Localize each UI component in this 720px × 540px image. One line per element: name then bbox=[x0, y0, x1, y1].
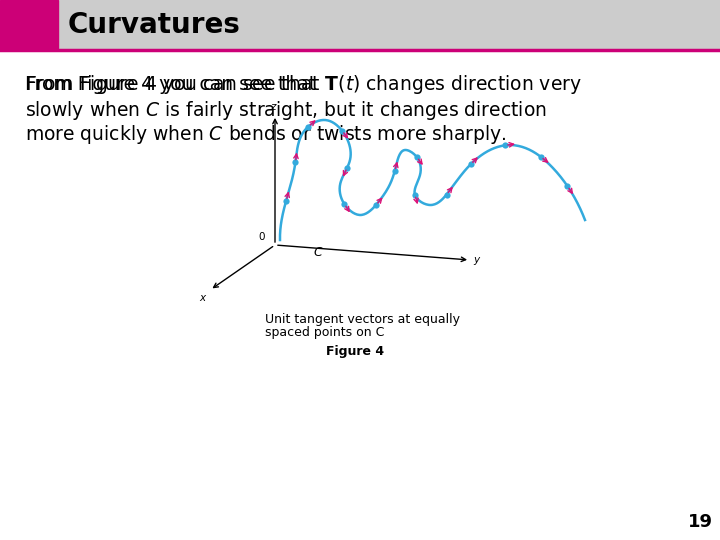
Text: C: C bbox=[313, 246, 322, 260]
Bar bbox=[0, 0, 720, 50]
Text: y: y bbox=[473, 255, 479, 265]
Text: 19: 19 bbox=[688, 513, 713, 531]
Text: z: z bbox=[270, 102, 276, 112]
Text: From Figure 4 you can see that $\mathbf{T}(\mathit{t})$ changes direction very: From Figure 4 you can see that $\mathbf{… bbox=[25, 73, 582, 97]
Text: more quickly when $\mathit{C}$ bends or twists more sharply.: more quickly when $\mathit{C}$ bends or … bbox=[25, 124, 507, 146]
Bar bbox=[0, 0, 58, 50]
Text: slowly when $\mathit{C}$ is fairly straight, but it changes direction: slowly when $\mathit{C}$ is fairly strai… bbox=[25, 98, 546, 122]
Text: From Figure 4 you can see that: From Figure 4 you can see that bbox=[25, 76, 322, 94]
Text: x: x bbox=[199, 293, 205, 303]
Text: Figure 4: Figure 4 bbox=[326, 345, 384, 358]
Text: Curvatures: Curvatures bbox=[68, 11, 241, 39]
Text: spaced points on C: spaced points on C bbox=[265, 326, 384, 339]
Text: 0: 0 bbox=[258, 232, 265, 242]
Text: Unit tangent vectors at equally: Unit tangent vectors at equally bbox=[265, 313, 460, 326]
